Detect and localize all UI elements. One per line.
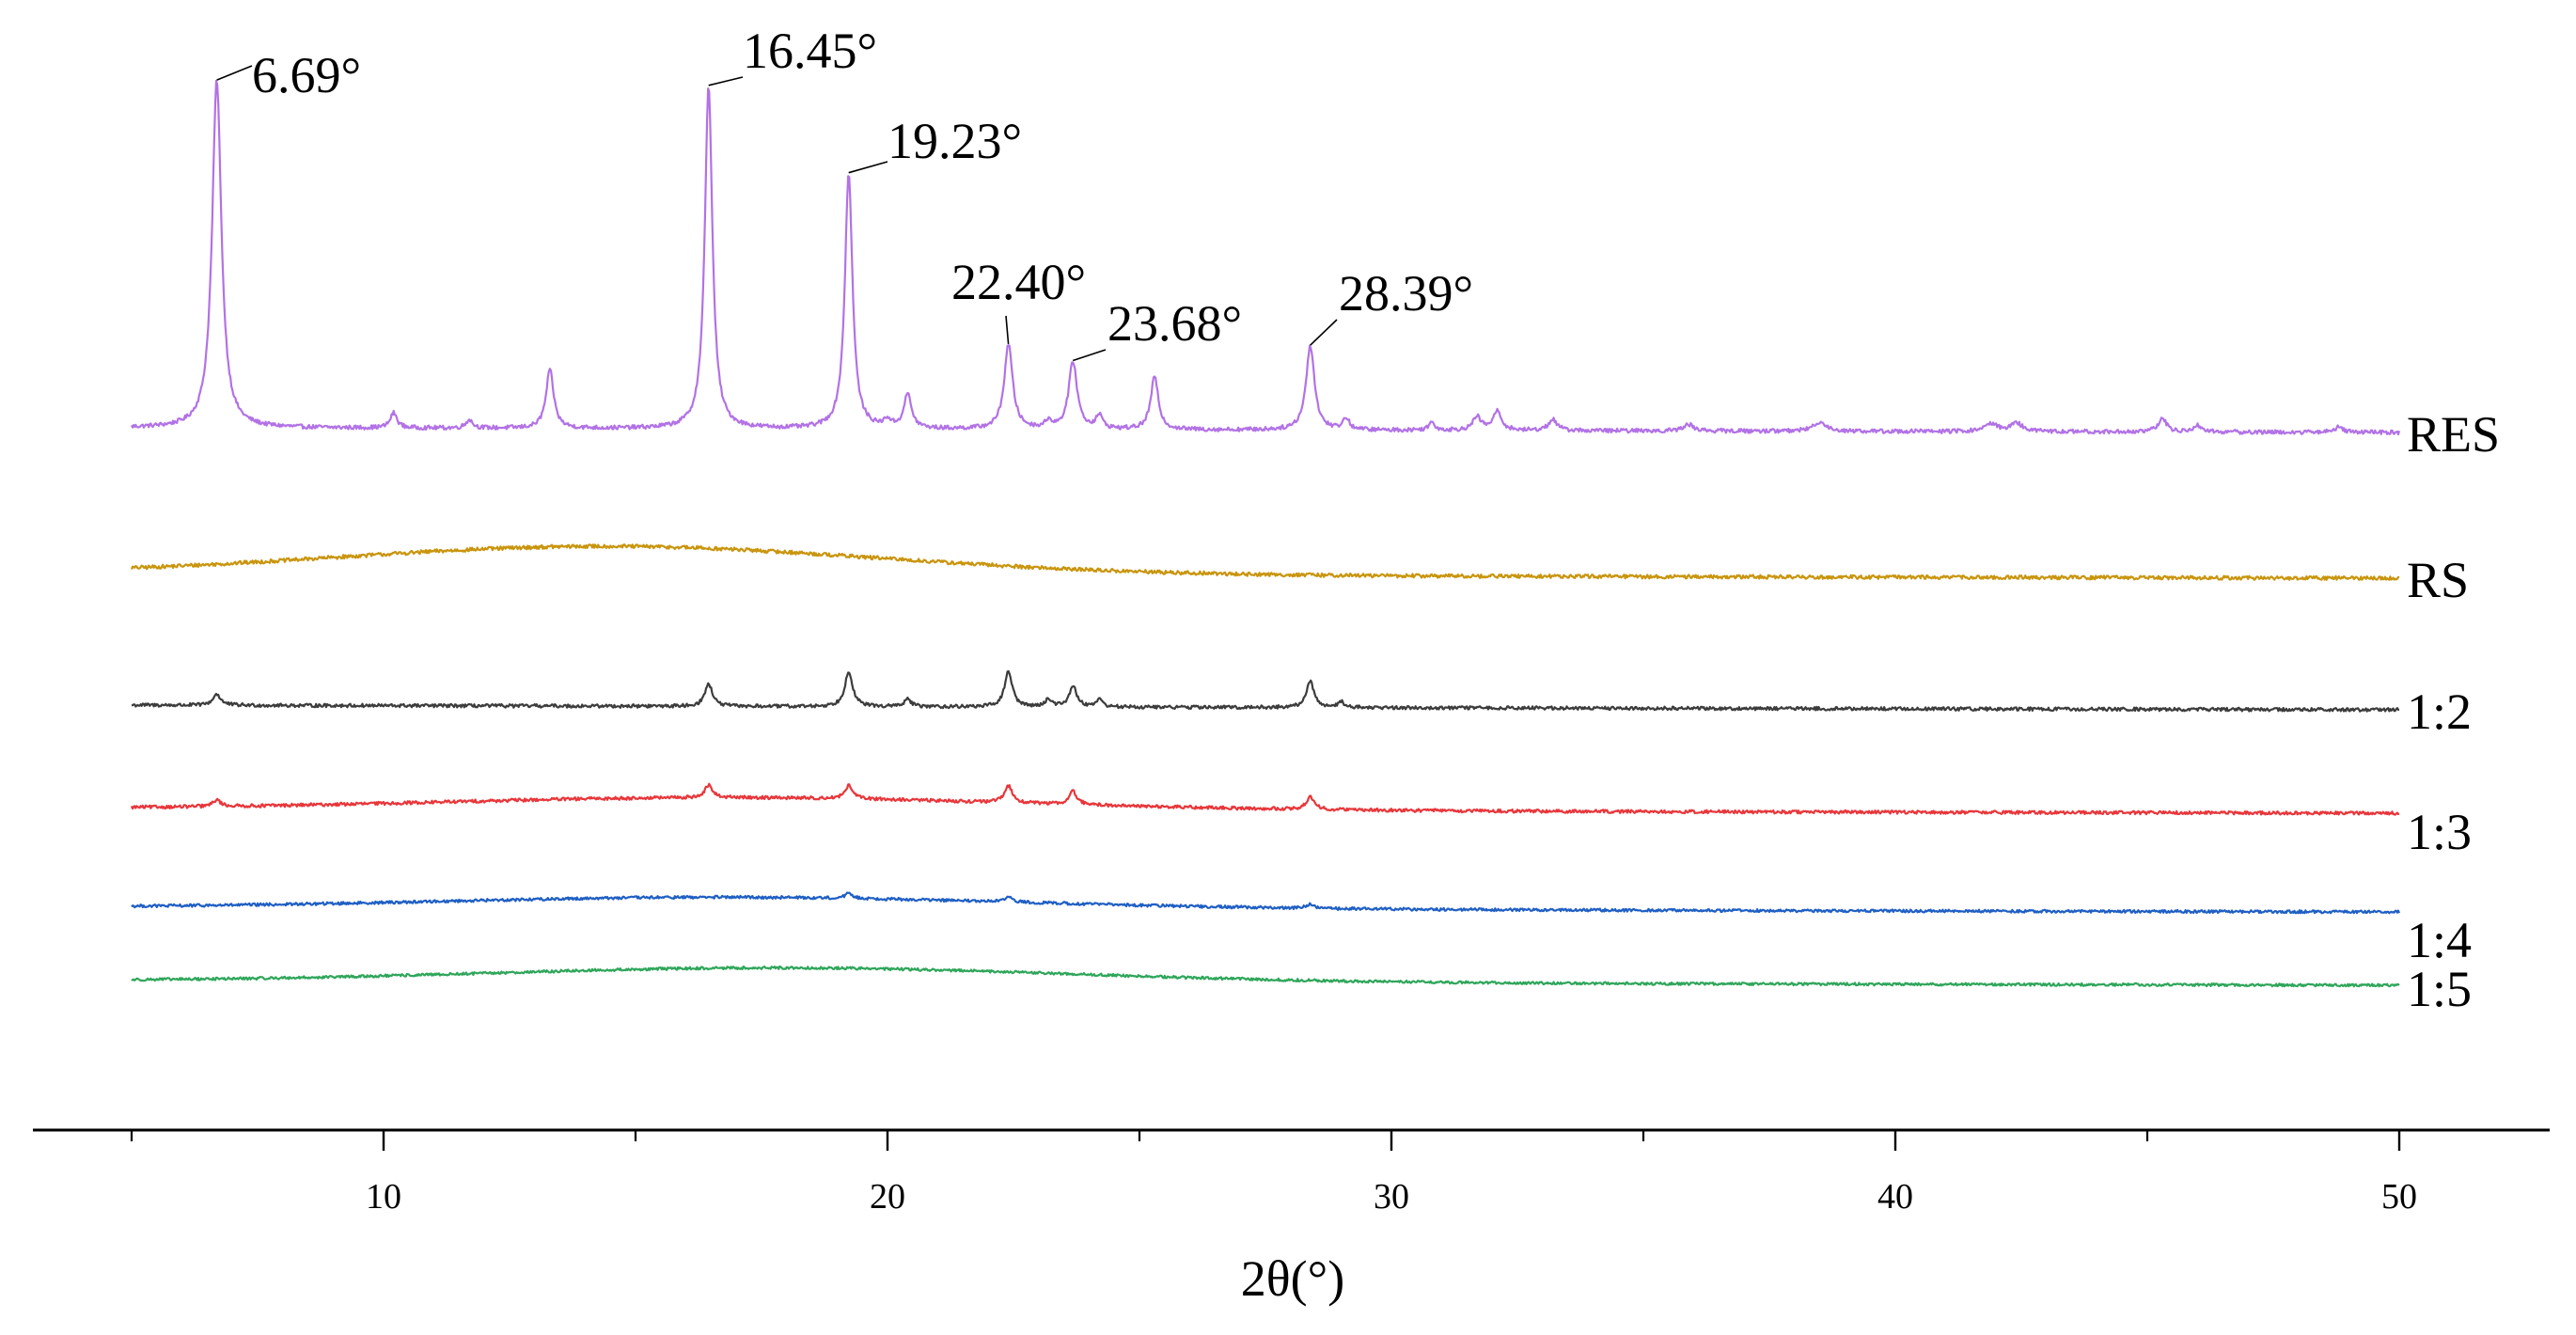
- x-tick-label: 30: [1374, 1177, 1409, 1217]
- peak-leader-line: [1005, 315, 1010, 344]
- peak-leader-line: [1310, 319, 1338, 346]
- trace-1-2: [131, 669, 2399, 713]
- annotations-group: 6.69° 16.45°19.23° 22.40° 23.68° 28.39°: [216, 23, 1473, 362]
- x-tick-label: 50: [2381, 1177, 2417, 1217]
- peak-label: 23.68°: [1107, 295, 1242, 352]
- series-labels-group: RES RS 1:2 1:3 1:41:5: [2407, 406, 2500, 1017]
- x-tick-label: 10: [366, 1177, 401, 1217]
- traces-group: [130, 79, 2401, 988]
- trace-1-3: [130, 782, 2400, 816]
- x-tick-label: 40: [1877, 1177, 1913, 1217]
- x-axis: 10 20 30 40 50 2θ(°): [33, 1128, 2550, 1307]
- trace-res: [131, 79, 2401, 436]
- x-axis-title: 2θ(°): [1241, 1250, 1344, 1307]
- trace-1-5: [131, 965, 2400, 988]
- x-axis-ticks: 10 20 30 40 50: [130, 1130, 2417, 1217]
- series-label-rs: RS: [2407, 552, 2469, 608]
- peak-label: 28.39°: [1339, 265, 1473, 322]
- series-label-1-4: 1:4: [2407, 912, 2472, 968]
- series-label-res: RES: [2407, 406, 2500, 463]
- series-label-1-3: 1:3: [2407, 804, 2472, 860]
- peak-label: 16.45°: [743, 23, 877, 79]
- peak-label: 6.69°: [252, 47, 361, 103]
- trace-1-4: [131, 891, 2401, 915]
- series-label-1-2: 1:2: [2407, 683, 2472, 740]
- peak-leader-line: [1072, 349, 1107, 362]
- trace-rs: [130, 543, 2400, 581]
- series-label-1-5: 1:5: [2407, 961, 2472, 1017]
- peak-leader-line: [216, 65, 253, 81]
- x-tick-label: 20: [870, 1177, 905, 1217]
- peak-label: 22.40°: [951, 254, 1086, 310]
- peak-leader-line: [708, 76, 744, 86]
- peak-leader-line: [848, 161, 888, 174]
- peak-label: 19.23°: [887, 113, 1022, 169]
